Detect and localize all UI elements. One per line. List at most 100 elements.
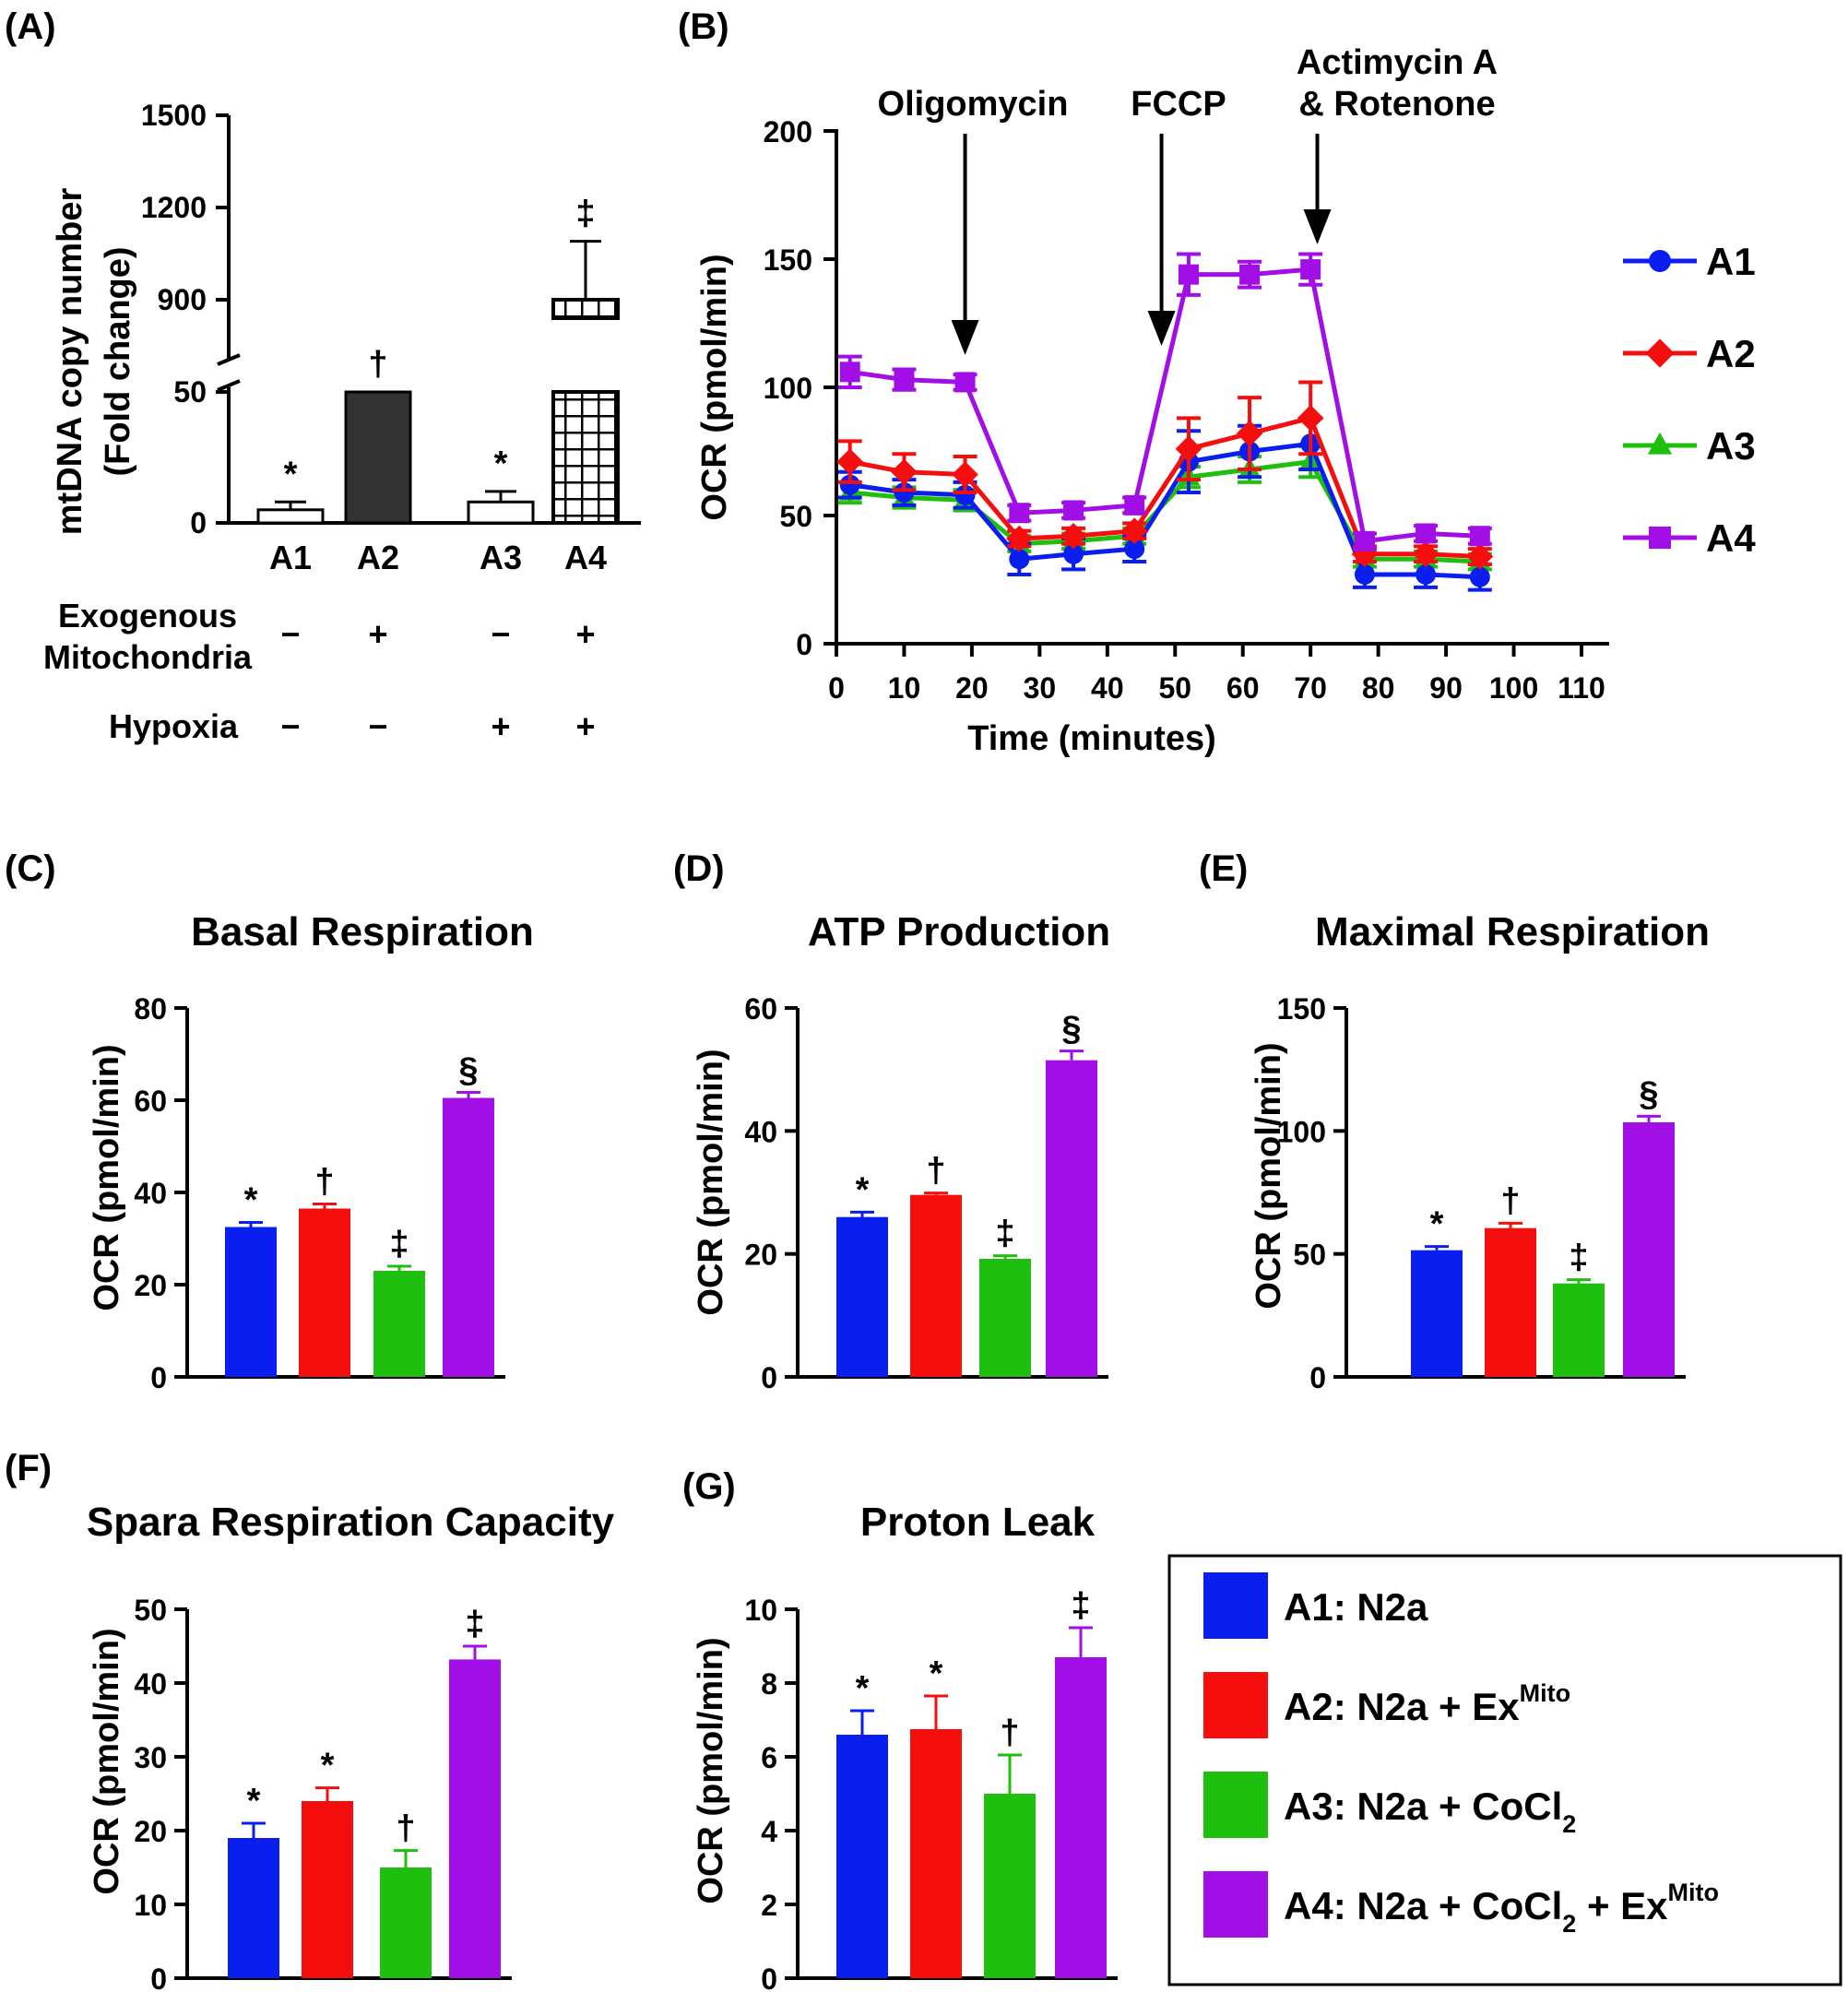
panel-f-sig-a1: * xyxy=(247,1782,261,1820)
panel-c-ytick-label: 40 xyxy=(134,1177,167,1210)
panel-a-bar-a4-upper xyxy=(551,298,620,320)
panel-b-xtick-label: 70 xyxy=(1294,671,1327,705)
legend-swatch-a2 xyxy=(1203,1672,1268,1738)
panel-f-sig-a2: * xyxy=(321,1747,335,1785)
series-a1-point xyxy=(954,484,976,505)
panel-f-ytick-label: 10 xyxy=(134,1889,167,1922)
panel-a-bar-a1 xyxy=(256,508,325,525)
panel-f-ytick-label: 30 xyxy=(134,1741,167,1774)
panel-d-sig-a4: § xyxy=(1061,1010,1081,1049)
series-a4-point xyxy=(839,362,860,383)
panel-f-sig-a3: † xyxy=(396,1809,415,1848)
legend-entry-a3-text: A3: N2a + CoCl xyxy=(1284,1784,1562,1828)
panel-a-sig-a4: ‡ xyxy=(575,195,595,233)
legend-swatch-a4 xyxy=(1203,1871,1268,1938)
legend-marker-a2 xyxy=(1645,338,1675,368)
legend-entry-a1-text: A1: N2a xyxy=(1284,1585,1428,1629)
panel-g-ytick-label: 0 xyxy=(761,1962,777,1992)
panel-g-bar-a4 xyxy=(1055,1657,1107,1978)
panel-e-title: Maximal Respiration xyxy=(1315,909,1710,954)
legend-entry-a2: A2: N2a + ExMito xyxy=(1284,1679,1570,1728)
series-a1-point xyxy=(1124,539,1145,560)
series-a2-point xyxy=(1297,405,1324,432)
series-a4-point xyxy=(954,372,976,393)
panel-c-sig-a2: † xyxy=(314,1163,334,1202)
legend-entry-a4-sup2: Mito xyxy=(1668,1879,1719,1906)
panel-f-bar-a4 xyxy=(449,1659,501,1978)
series-a3-line xyxy=(849,458,1480,564)
series-a1-point xyxy=(1354,563,1375,585)
panel-a-category-a3: A3 xyxy=(480,539,522,576)
legend-marker-a3 xyxy=(1647,432,1673,455)
series-a1-point xyxy=(894,481,915,503)
panel-f-chart: Spara Respiration Capacity OCR (pmol/min… xyxy=(87,1500,615,1992)
series-a2-point xyxy=(1412,540,1439,567)
panel-f-ylabel: OCR (pmol/min) xyxy=(88,1628,126,1894)
series-a2-point xyxy=(1006,525,1033,552)
panel-g-bar-a1 xyxy=(836,1735,888,1978)
panel-e-bar-a4 xyxy=(1623,1122,1675,1377)
panel-e-sig-a2: † xyxy=(1500,1181,1520,1220)
condition-exogenous-label-line1: Exogenous xyxy=(58,597,237,634)
panel-b-xtick-label: 30 xyxy=(1024,671,1057,705)
annotation-label: Oligomycin xyxy=(878,85,1069,124)
series-a2-point xyxy=(1466,543,1494,570)
panel-label-c: (C) xyxy=(5,848,56,889)
panel-a-bar-a4-lower xyxy=(551,390,620,525)
panel-a-category-a4: A4 xyxy=(564,539,607,576)
panel-b-chart: OCR (pmol/min) Time (minutes) 0501001502… xyxy=(695,43,1756,758)
panel-f-ytick-label: 20 xyxy=(134,1815,167,1848)
series-a2-point xyxy=(952,461,978,488)
panel-a-ytick-label: 1500 xyxy=(141,99,207,132)
panel-c-ylabel: OCR (pmol/min) xyxy=(88,1044,126,1310)
series-a4-point xyxy=(1063,500,1084,521)
series-a4-point xyxy=(1009,503,1030,524)
panel-g-ytick-label: 4 xyxy=(761,1815,777,1848)
series-a4-point xyxy=(894,369,915,390)
legend-label-a3: A3 xyxy=(1706,424,1756,468)
legend-swatch-a1 xyxy=(1203,1572,1268,1639)
panel-a-axis-break-top xyxy=(217,353,241,366)
panel-c-ytick-label: 0 xyxy=(150,1361,167,1394)
panel-c-sig-a3: ‡ xyxy=(389,1225,409,1263)
panel-a-sig-a3: * xyxy=(494,445,508,483)
panel-c-ytick-label: 80 xyxy=(134,992,167,1026)
panel-e-bar-a2 xyxy=(1485,1227,1536,1377)
panel-c-bar-a4 xyxy=(443,1097,494,1377)
series-a2-point xyxy=(891,458,918,486)
panel-a-sig-a2: † xyxy=(368,345,387,384)
panel-label-b: (B) xyxy=(678,6,729,47)
legend-marker-a1 xyxy=(1649,250,1671,272)
panel-b-xtick-label: 40 xyxy=(1091,671,1124,705)
panel-d-ylabel: OCR (pmol/min) xyxy=(692,1049,730,1315)
panel-d-sig-a2: † xyxy=(926,1152,945,1191)
panel-d-ytick-label: 60 xyxy=(744,992,777,1026)
panel-e-ytick-label: 50 xyxy=(1293,1239,1326,1272)
panel-a-ytick-label: 1200 xyxy=(141,191,207,224)
panel-f-bar-a3 xyxy=(380,1868,432,1978)
panel-g-bar-a3 xyxy=(984,1794,1036,1978)
series-a4-line xyxy=(849,267,1480,544)
series-a2-point xyxy=(1120,517,1148,544)
panel-g-ylabel: OCR (pmol/min) xyxy=(692,1637,730,1903)
panel-g-ytick-label: 10 xyxy=(744,1594,777,1627)
panel-f-sig-a4: ‡ xyxy=(465,1605,484,1643)
panel-f-bar-a2 xyxy=(302,1801,353,1978)
condition-exogenous-a2: + xyxy=(368,615,387,653)
legend-swatch-a3 xyxy=(1203,1772,1268,1838)
panel-f-bar-a1 xyxy=(228,1838,279,1978)
panel-c-chart: Basal Respiration OCR (pmol/min) 0 20 40 60… xyxy=(88,909,534,1394)
panel-e-sig-a4: § xyxy=(1639,1074,1658,1113)
panel-c-bar-a2 xyxy=(299,1208,350,1377)
panel-g-sig-a4: ‡ xyxy=(1071,1586,1090,1625)
legend-entry-a1: A1: N2a xyxy=(1284,1585,1428,1629)
series-a4-point xyxy=(1354,530,1375,551)
panel-d-ytick-label: 40 xyxy=(744,1115,777,1148)
panel-b-ytick-label: 50 xyxy=(779,500,812,533)
legend-entry-a4-sub: 2 xyxy=(1562,1910,1576,1938)
panel-d-sig-a1: * xyxy=(856,1170,870,1209)
panel-a-ylabel-line1: mtDNA copy number xyxy=(51,188,89,536)
series-a1-point xyxy=(1469,566,1490,587)
panel-b-ytick-label: 0 xyxy=(796,628,812,661)
